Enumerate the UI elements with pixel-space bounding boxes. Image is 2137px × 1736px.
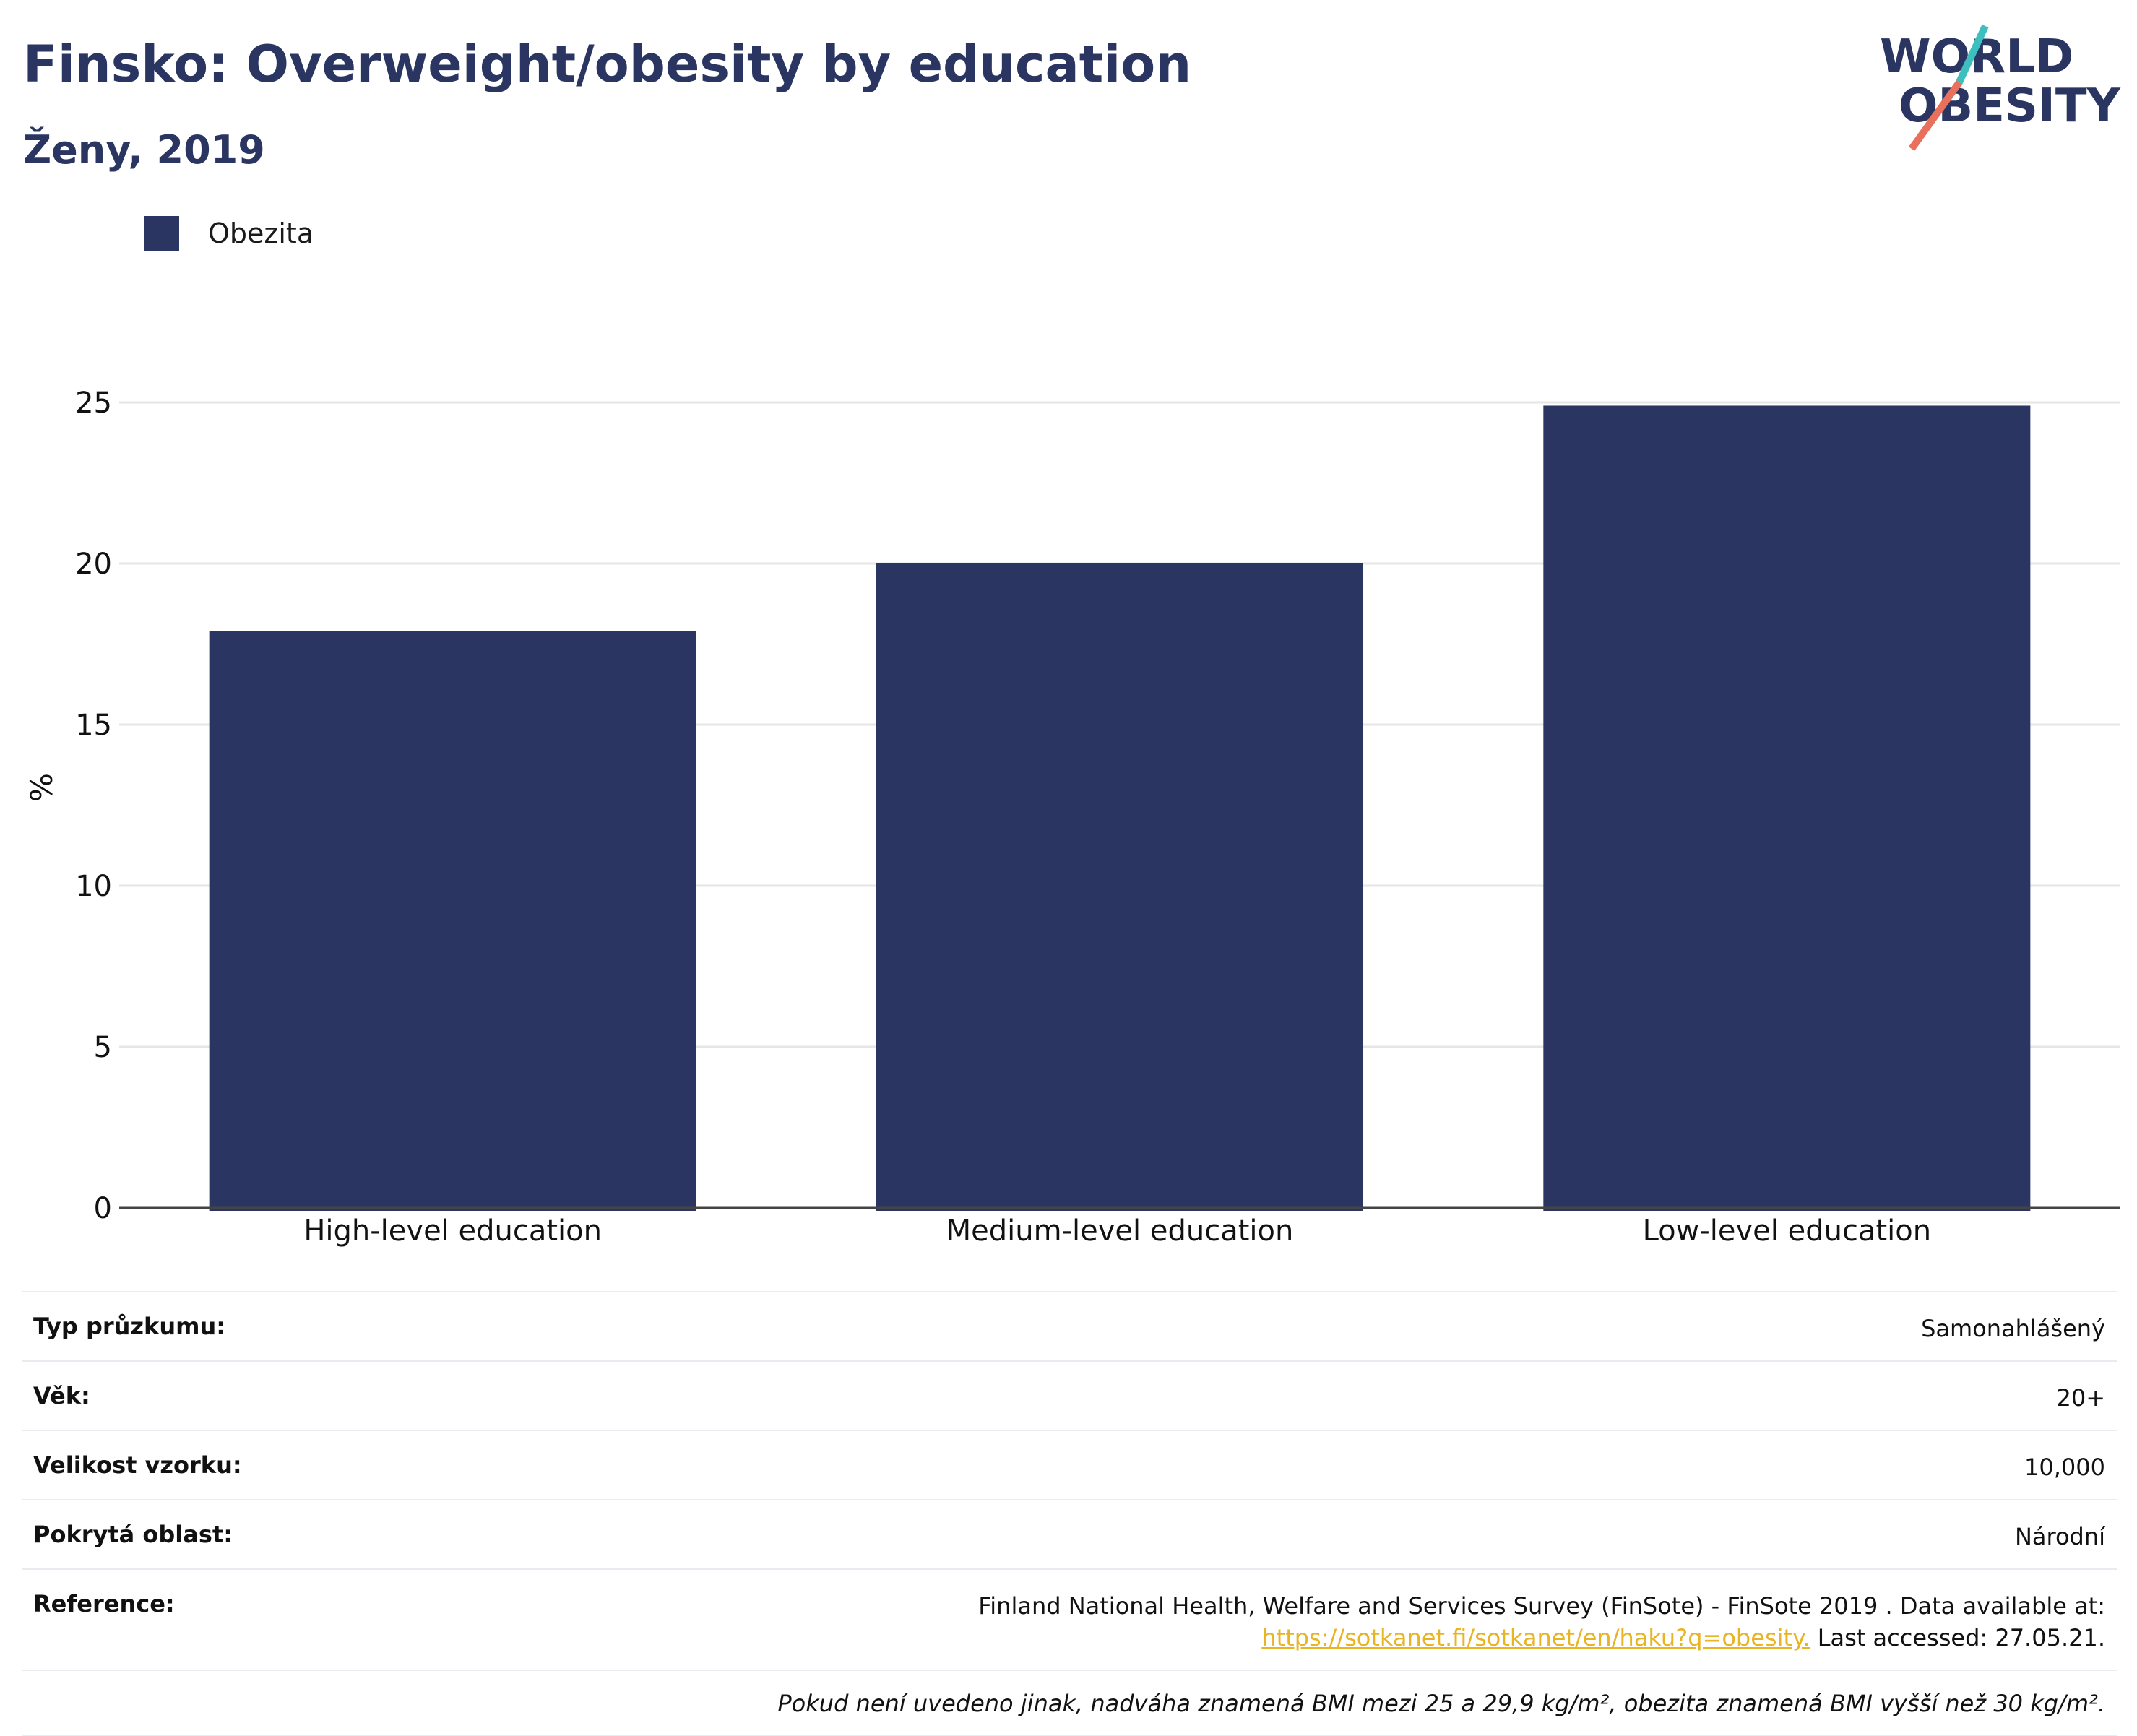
legend-swatch <box>144 216 179 251</box>
info-key: Reference: <box>33 1590 175 1618</box>
world-obesity-logo: WORLD OBESITY <box>1880 25 2120 151</box>
info-row-age: Věk: 20+ <box>22 1360 2117 1430</box>
logo-slash-coral <box>1908 80 1963 151</box>
x-tick-label: Medium-level education <box>946 1214 1294 1248</box>
y-axis-label: % <box>24 773 59 802</box>
x-tick-label: Low-level education <box>1643 1214 1932 1248</box>
reference-text: Finland National Health, Welfare and Ser… <box>978 1590 2105 1654</box>
logo-slash-teal <box>1954 25 1989 87</box>
page-title: Finsko: Overweight/obesity by education <box>23 35 1192 94</box>
logo-word-obesity: OBESITY <box>1899 79 2120 133</box>
info-value: Samonahlášený <box>1921 1315 2105 1342</box>
bmi-definition-note: Pokud není uvedeno jinak, nadváha znamen… <box>22 1670 2117 1736</box>
info-row-survey-type: Typ průzkumu: Samonahlášený <box>22 1291 2117 1360</box>
reference-line1: Finland National Health, Welfare and Ser… <box>978 1592 2105 1620</box>
survey-info-table: Typ průzkumu: Samonahlášený Věk: 20+ Vel… <box>22 1291 2117 1736</box>
y-tick-label: 0 <box>94 1192 112 1225</box>
info-key: Pokrytá oblast: <box>33 1521 233 1548</box>
x-axis-labels: High-level education Medium-level educati… <box>303 1214 1931 1248</box>
info-row-area-covered: Pokrytá oblast: Národní <box>22 1499 2117 1568</box>
y-tick-label: 25 <box>75 387 112 420</box>
info-key: Velikost vzorku: <box>33 1451 242 1479</box>
info-key: Věk: <box>33 1382 90 1409</box>
bar-1 <box>209 631 696 1211</box>
info-row-reference: Reference: Finland National Health, Welf… <box>22 1568 2117 1670</box>
bar-3 <box>1543 405 2031 1212</box>
page-subtitle: Ženy, 2019 <box>23 127 265 173</box>
y-tick-label: 20 <box>75 548 112 581</box>
y-tick-label: 5 <box>94 1031 112 1064</box>
x-tick-label: High-level education <box>303 1214 602 1248</box>
reference-accessed: Last accessed: 27.05.21. <box>1817 1624 2105 1651</box>
bar-chart: 0 5 10 15 20 25 High-level education Medium-le… <box>24 387 2120 1248</box>
info-key: Typ průzkumu: <box>33 1313 226 1340</box>
info-value: Národní <box>2014 1523 2105 1550</box>
chart-legend: Obezita <box>144 215 314 251</box>
info-value: 20+ <box>2056 1384 2105 1412</box>
y-axis-ticks: 0 5 10 15 20 25 <box>75 387 112 1225</box>
bar-2 <box>876 563 1364 1211</box>
reference-link[interactable]: https://sotkanet.fi/sotkanet/en/haku?q=o… <box>1261 1624 1810 1651</box>
info-row-sample-size: Velikost vzorku: 10,000 <box>22 1430 2117 1499</box>
info-value: 10,000 <box>2024 1454 2105 1481</box>
y-tick-label: 10 <box>75 870 112 903</box>
chart-bars <box>209 405 2031 1212</box>
legend-label: Obezita <box>208 217 314 249</box>
y-tick-label: 15 <box>75 709 112 742</box>
